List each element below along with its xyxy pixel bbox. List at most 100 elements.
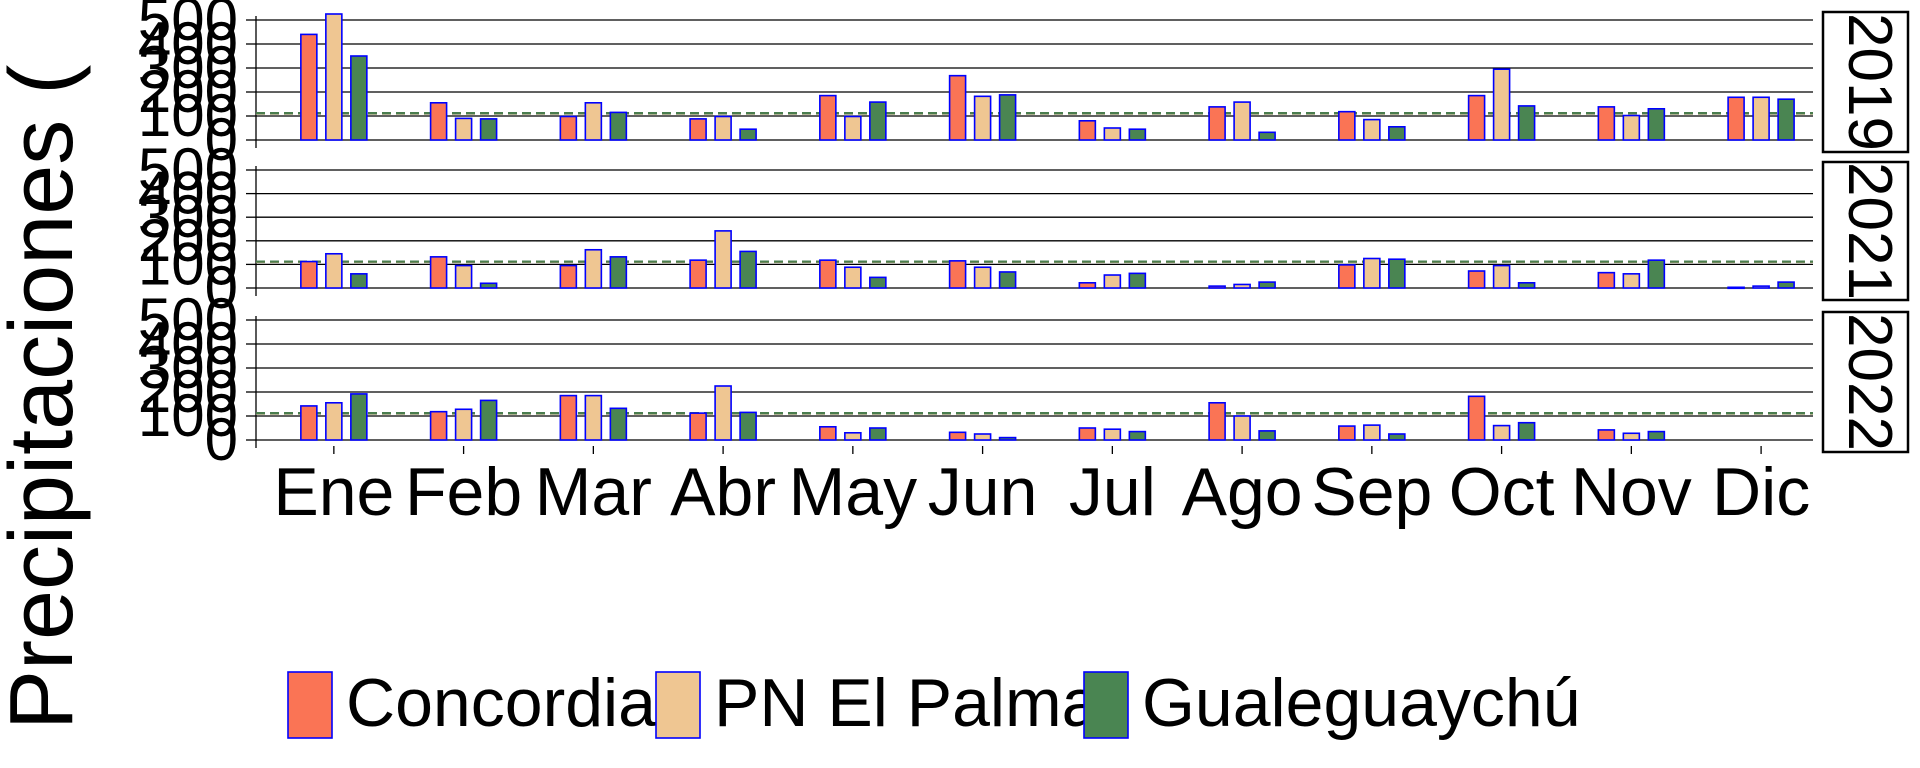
bar xyxy=(1258,281,1276,289)
bar xyxy=(1517,282,1536,289)
facet-strip xyxy=(1821,10,1910,154)
bar xyxy=(1363,118,1381,141)
bar xyxy=(1492,264,1511,289)
bar xyxy=(819,94,837,141)
legend-label: Gualeguaychú xyxy=(1142,665,1581,741)
bar xyxy=(689,412,707,441)
bar xyxy=(584,248,603,289)
x-tick-label: Sep xyxy=(1311,454,1432,530)
y-tick-label: 500 xyxy=(138,136,238,203)
y-tick-label: 400 xyxy=(138,160,238,227)
facet-label: 2019 xyxy=(1835,13,1904,151)
facet-strip xyxy=(1821,310,1910,454)
bar xyxy=(300,33,318,141)
bar xyxy=(1492,424,1511,441)
bar xyxy=(584,102,603,141)
bar xyxy=(869,276,887,289)
bar xyxy=(844,431,862,441)
bar xyxy=(1128,128,1147,141)
y-tick-label: 300 xyxy=(138,34,238,101)
bar xyxy=(350,393,368,441)
bar xyxy=(1338,425,1356,441)
bar xyxy=(1128,272,1147,289)
x-tick-label: Mar xyxy=(535,454,652,530)
bar xyxy=(429,256,448,289)
bar xyxy=(454,264,473,289)
y-tick-label: 300 xyxy=(138,183,238,250)
bar xyxy=(1752,285,1770,289)
bar xyxy=(1258,430,1276,441)
bar xyxy=(300,405,318,441)
bar xyxy=(1467,270,1486,289)
bar xyxy=(1078,282,1097,289)
bar xyxy=(1103,274,1122,289)
legend-swatch xyxy=(287,671,333,739)
x-tick-label: Oct xyxy=(1449,454,1555,530)
x-tick-label: Jul xyxy=(1069,454,1156,530)
legend-swatch xyxy=(1083,671,1129,739)
y-tick-label: 500 xyxy=(138,0,238,53)
facet-strip xyxy=(1821,160,1910,302)
bar xyxy=(454,117,473,141)
bar xyxy=(479,399,498,441)
bar xyxy=(1233,101,1251,141)
bar xyxy=(739,128,757,141)
x-tick-label: Feb xyxy=(405,454,522,530)
bar xyxy=(739,250,757,289)
bar xyxy=(869,101,887,141)
bar xyxy=(479,118,498,141)
bar xyxy=(1517,105,1536,141)
bar xyxy=(429,410,448,441)
bar xyxy=(1777,281,1795,289)
y-tick-label: 100 xyxy=(138,382,238,449)
x-tick-label: Abr xyxy=(670,454,776,530)
bar xyxy=(1078,120,1097,141)
bar xyxy=(1338,110,1356,141)
bar xyxy=(844,266,862,289)
bar xyxy=(1338,264,1356,289)
bar xyxy=(1492,68,1511,141)
bar xyxy=(1622,432,1641,441)
bar xyxy=(948,74,967,141)
bar xyxy=(1647,259,1666,289)
bar xyxy=(559,115,578,141)
bar xyxy=(1363,257,1381,289)
y-tick-label: 0 xyxy=(205,106,238,173)
bar xyxy=(689,118,707,141)
bar xyxy=(1208,401,1226,441)
bar xyxy=(689,259,707,289)
bar xyxy=(350,273,368,289)
bar xyxy=(1597,106,1616,141)
y-tick-label: 0 xyxy=(205,406,238,473)
y-tick-label: 400 xyxy=(138,10,238,77)
bar xyxy=(739,411,757,441)
bar xyxy=(998,436,1017,441)
bar xyxy=(609,111,628,141)
x-tick-label: Ago xyxy=(1182,454,1303,530)
y-tick-label: 300 xyxy=(138,334,238,401)
bar xyxy=(1597,271,1616,289)
bar xyxy=(869,427,887,441)
facet-label: 2021 xyxy=(1835,162,1904,300)
bar xyxy=(948,431,967,441)
bar xyxy=(325,252,343,289)
bar xyxy=(998,94,1017,141)
bar xyxy=(1128,430,1147,441)
bar xyxy=(1103,428,1122,441)
bar xyxy=(1103,127,1122,141)
bar xyxy=(973,95,992,141)
bar xyxy=(609,407,628,441)
legend-label: PN El Palmar xyxy=(714,665,1122,741)
y-axis-title: Precipitaciones ( xyxy=(0,65,92,730)
bar xyxy=(1388,126,1406,141)
y-tick-label: 200 xyxy=(138,358,238,425)
bar xyxy=(973,433,992,441)
bar xyxy=(479,282,498,289)
bar xyxy=(819,259,837,289)
legend-swatch xyxy=(655,671,701,739)
x-tick-label: Nov xyxy=(1571,454,1692,530)
bar xyxy=(1233,415,1251,441)
bar xyxy=(1647,108,1666,141)
bar xyxy=(1363,424,1381,441)
